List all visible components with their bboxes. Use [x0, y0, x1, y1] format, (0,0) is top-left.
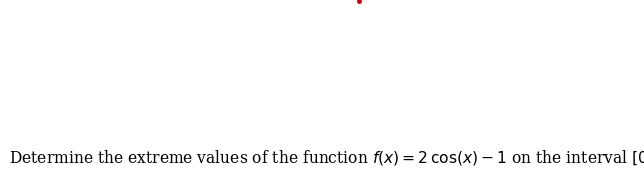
Text: Determine the extreme values of the function $f(x) = 2\,\mathrm{cos}(x) - 1$ on : Determine the extreme values of the func…	[9, 148, 644, 167]
